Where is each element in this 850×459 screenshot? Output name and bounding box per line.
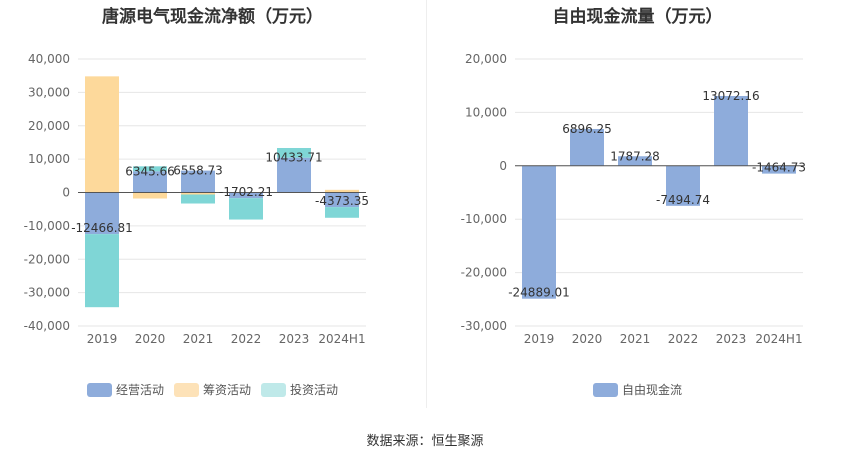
x-tick-label: 2022 [668, 332, 699, 346]
y-tick-label: 40,000 [28, 52, 70, 66]
legend-swatch-financing [173, 382, 199, 397]
x-tick-label: 2019 [87, 332, 118, 346]
chart2-legend: 自由现金流 [425, 381, 850, 398]
bar-经营活动-2020[interactable] [133, 171, 167, 193]
y-tick-label: -10,000 [24, 219, 70, 233]
y-tick-label: -20,000 [461, 266, 507, 280]
bar-投资活动-2022[interactable] [229, 198, 263, 220]
y-tick-label: 20,000 [28, 119, 70, 133]
legend-label-free-cashflow: 自由现金流 [621, 383, 682, 397]
bar-筹资活动-2019[interactable] [85, 76, 119, 193]
bar-自由现金流-2020[interactable] [570, 128, 604, 166]
cashflow-net-chart-panel: 唐源电气现金流净额（万元） -40,000 -30,000 -20,000 -10,0… [0, 0, 425, 420]
y-tick-label: -20,000 [24, 252, 70, 266]
chart1-plot: -40,000 -30,000 -20,000 -10,000 0 10,000 20,00… [24, 52, 369, 346]
free-cashflow-chart-panel: 自由现金流量（万元） -30,000 -20,000 -10,000 0 10,000 2… [425, 0, 850, 420]
legend-item-financing[interactable]: 筹资活动 [173, 381, 251, 398]
bar-筹资活动-2021[interactable] [181, 192, 215, 195]
y-tick-label: -30,000 [24, 286, 70, 300]
chart1-legend: 经营活动 筹资活动 投资活动 [0, 381, 425, 398]
y-tick-label: 0 [499, 159, 507, 173]
x-tick-label: 2020 [572, 332, 603, 346]
y-tick-label: -10,000 [461, 212, 507, 226]
bar-经营活动-2021[interactable] [181, 170, 215, 193]
x-tick-label: 2021 [183, 332, 214, 346]
x-tick-label: 2021 [620, 332, 651, 346]
bar-自由现金流-2023[interactable] [714, 95, 748, 166]
x-tick-label: 2023 [716, 332, 747, 346]
bar-筹资活动-2024H1[interactable] [325, 189, 359, 193]
y-tick-label: -40,000 [24, 319, 70, 333]
bar-经营活动-2024H1[interactable] [325, 192, 359, 208]
data-label: 13072.16 [702, 89, 759, 103]
chart2-title: 自由现金流量（万元） [552, 7, 723, 27]
legend-label-financing: 筹资活动 [202, 383, 251, 397]
legend-item-operating[interactable]: 经营活动 [86, 381, 164, 398]
bar-投资活动-2023[interactable] [277, 147, 311, 158]
x-tick-label: 2020 [135, 332, 166, 346]
data-label: -1702.21 [219, 185, 273, 199]
data-label: 6558.73 [173, 164, 223, 178]
y-tick-label: 10,000 [465, 105, 507, 119]
y-tick-label: -30,000 [461, 319, 507, 333]
bar-经营活动-2022[interactable] [229, 192, 263, 199]
data-source: 数据来源：恒生聚源 [366, 434, 484, 449]
data-label: -12466.81 [71, 221, 133, 235]
y-tick-label: 10,000 [28, 152, 70, 166]
bar-自由现金流-2024H1[interactable] [762, 165, 796, 174]
data-label: -4373.35 [315, 194, 369, 208]
data-label: -24889.01 [508, 286, 570, 300]
legend-item-free-cashflow[interactable]: 自由现金流 [592, 381, 682, 398]
legend-swatch-free-cashflow [592, 382, 618, 397]
data-label: 1787.28 [610, 149, 660, 163]
legend-swatch-operating [86, 382, 112, 397]
bar-经营活动-2023[interactable] [277, 157, 311, 193]
bar-投资活动-2021[interactable] [181, 194, 215, 204]
data-label: -7494.74 [656, 193, 710, 207]
y-tick-label: 20,000 [465, 52, 507, 66]
legend-label-investing: 投资活动 [290, 383, 339, 397]
data-label: -1464.73 [752, 161, 806, 175]
bar-自由现金流-2019[interactable] [522, 165, 556, 299]
legend-swatch-investing [261, 382, 286, 397]
bar-筹资活动-2020[interactable] [133, 192, 167, 199]
y-tick-label: 30,000 [28, 85, 70, 99]
legend-label-operating: 经营活动 [115, 383, 164, 397]
bar-自由现金流-2022[interactable] [666, 165, 700, 206]
x-tick-label: 2022 [231, 332, 262, 346]
x-tick-label: 2023 [279, 332, 310, 346]
bar-自由现金流-2021[interactable] [618, 156, 652, 166]
x-tick-label: 2019 [524, 332, 555, 346]
y-tick-label: 0 [62, 186, 70, 200]
bar-投资活动-2020[interactable] [133, 166, 167, 172]
bar-投资活动-2019[interactable] [85, 234, 119, 308]
bar-经营活动-2019[interactable] [85, 192, 119, 235]
x-tick-label: 2024H1 [318, 332, 365, 346]
x-tick-label: 2024H1 [755, 332, 802, 346]
data-label: 10433.71 [265, 151, 322, 165]
data-label: 6896.25 [562, 122, 612, 136]
panel-divider [426, 0, 427, 408]
data-label: 6345.66 [125, 164, 175, 178]
bar-投资活动-2024H1[interactable] [325, 207, 359, 218]
chart1-title: 唐源电气现金流净额（万元） [102, 7, 323, 27]
chart2-plot: -30,000 -20,000 -10,000 0 10,000 20,000 2019 20… [461, 52, 806, 346]
legend-item-investing[interactable]: 投资活动 [261, 381, 338, 398]
